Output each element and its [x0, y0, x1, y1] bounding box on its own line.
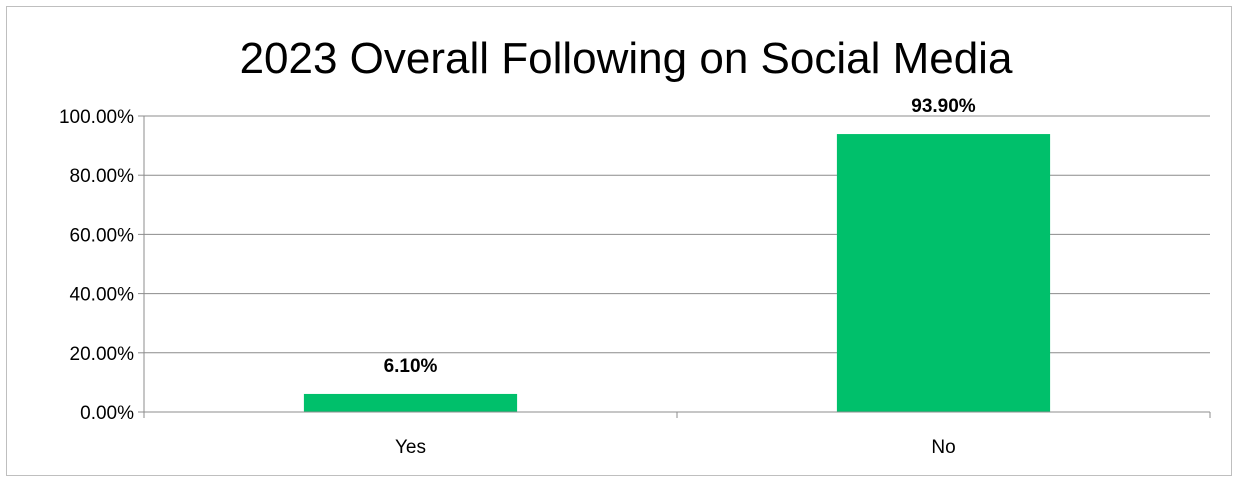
y-tick-label: 40.00% [70, 285, 135, 306]
bar-no [836, 134, 1051, 412]
y-tick-label: 100.00% [59, 107, 134, 128]
x-axis: Yes No [143, 116, 1211, 458]
chart-title: 2023 Overall Following on Social Media [240, 34, 1013, 83]
x-tick-label: No [931, 437, 955, 458]
y-tick-label: 20.00% [70, 344, 135, 365]
bars: 6.10% 93.90% [303, 96, 1051, 412]
y-axis-ticks: 0.00% 20.00% 40.00% 60.00% 80.00% 100.00% [59, 107, 144, 424]
y-tick-label: 80.00% [70, 166, 135, 187]
y-tick-label: 0.00% [80, 403, 134, 424]
x-tick-label: Yes [395, 437, 426, 458]
data-label: 93.90% [911, 96, 976, 117]
y-tick-label: 60.00% [70, 225, 135, 246]
bar-yes [303, 393, 518, 412]
data-label: 6.10% [384, 356, 438, 377]
